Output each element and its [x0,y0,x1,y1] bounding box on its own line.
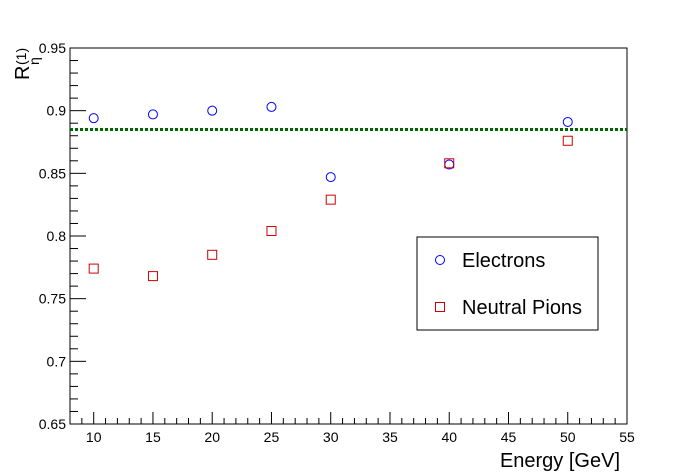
electron-point [207,105,218,116]
y-axis-title-main: R [12,66,34,80]
x-tick-label: 35 [382,429,398,445]
y-tick-label: 0.85 [39,165,66,181]
neutral-pion-point [444,158,455,169]
y-axis-title-subscript: η [26,57,42,65]
y-tick-label: 0.9 [47,103,67,119]
electron-point [88,113,99,124]
x-axis-title: Energy [GeV] [500,450,620,472]
legend-electrons-label: Electrons [462,250,545,272]
electron-point [562,116,573,127]
x-tick-label: 50 [560,429,576,445]
x-tick-label: 55 [619,429,635,445]
legend-electrons-marker [435,255,445,265]
neutral-pion-point [88,263,99,274]
y-axis-title: R (1) η [12,48,42,80]
axes [69,47,628,425]
x-tick-label: 15 [145,429,161,445]
x-tick-label: 20 [204,429,220,445]
x-tick-label: 10 [86,429,102,445]
x-tick-label: 40 [441,429,457,445]
neutral-pion-point [147,271,158,282]
electron-point [325,172,336,183]
y-tick-label: 0.75 [39,291,66,307]
legend-neutral-pions-marker [435,302,445,312]
x-tick-label: 30 [323,429,339,445]
electron-point [266,101,277,112]
y-axis-title-superscript: (1) [13,48,29,65]
y-tick-label: 0.95 [39,40,66,56]
y-tick-label: 0.65 [39,416,66,432]
data-points [88,101,573,282]
y-tick-label: 0.8 [47,228,67,244]
neutral-pion-point [266,225,277,236]
electron-point [147,109,158,120]
legend: Electrons Neutral Pions [416,236,599,331]
y-tick-label: 0.7 [47,353,67,369]
neutral-pion-point [207,249,218,260]
x-tick-label: 25 [264,429,280,445]
ticks: 10 15 20 25 30 35 40 45 50 55 0.65 0.7 0.75 0.8 0.85 0.… [39,40,635,445]
plot-frame [69,47,628,425]
legend-neutral-pions-label: Neutral Pions [462,297,582,319]
legend-box [416,236,599,331]
neutral-pion-point [562,135,573,146]
neutral-pion-point [325,194,336,205]
x-tick-label: 45 [501,429,517,445]
